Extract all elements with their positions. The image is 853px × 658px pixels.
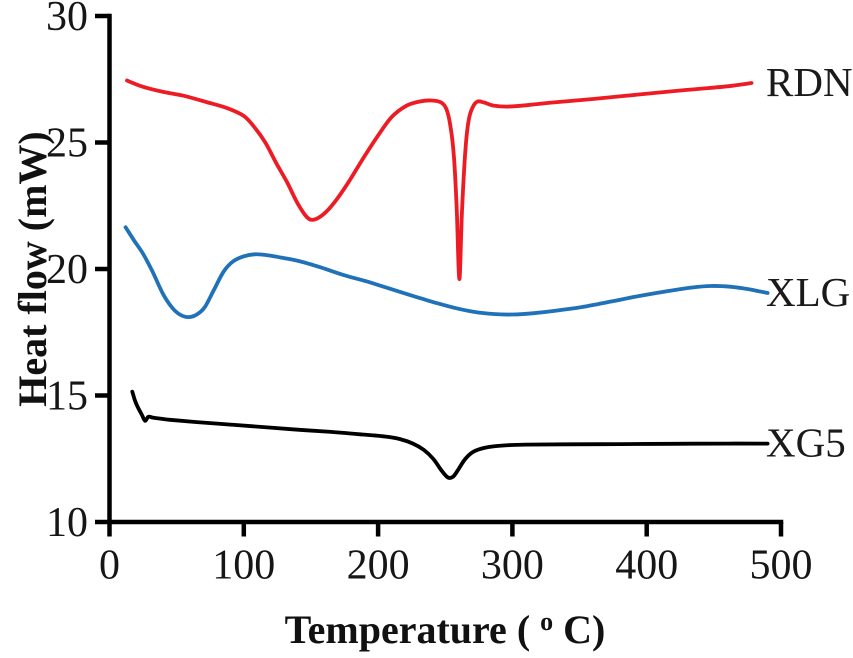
y-tick-label: 30 <box>46 0 88 40</box>
series-label-rdn: RDN <box>766 59 853 105</box>
series-line-xg5 <box>130 389 770 480</box>
x-axis-title-text: Temperature ( <box>285 607 531 652</box>
series-label-xlg: XLG <box>766 269 850 315</box>
x-tick-label: 300 <box>481 543 544 589</box>
y-tick-label: 20 <box>46 247 88 293</box>
y-tick-label: 25 <box>46 121 88 167</box>
series-line-xlg <box>123 225 770 320</box>
y-axis-title: Heat flow (mW) <box>10 131 55 406</box>
series-labels: RDN XLG XG5 <box>766 59 853 466</box>
series-lines <box>123 78 770 480</box>
axis-ticks <box>95 13 784 537</box>
series-label-xg5: XG5 <box>766 420 846 466</box>
x-axis-title-unit: C) <box>563 607 605 652</box>
series-line-rdn <box>125 78 754 282</box>
x-tick-label: 200 <box>347 543 410 589</box>
x-axis-title: Temperature ( o C) <box>285 594 606 652</box>
x-tick-label: 0 <box>99 543 120 589</box>
axis-tick-labels: 0 100 200 300 400 500 10 15 20 25 30 <box>46 0 813 589</box>
y-tick-label: 15 <box>46 374 88 420</box>
x-tick-label: 400 <box>615 543 678 589</box>
y-tick-label: 10 <box>46 500 88 546</box>
degree-superscript-icon: o <box>540 607 553 636</box>
x-tick-label: 500 <box>750 543 813 589</box>
x-tick-label: 100 <box>212 543 275 589</box>
